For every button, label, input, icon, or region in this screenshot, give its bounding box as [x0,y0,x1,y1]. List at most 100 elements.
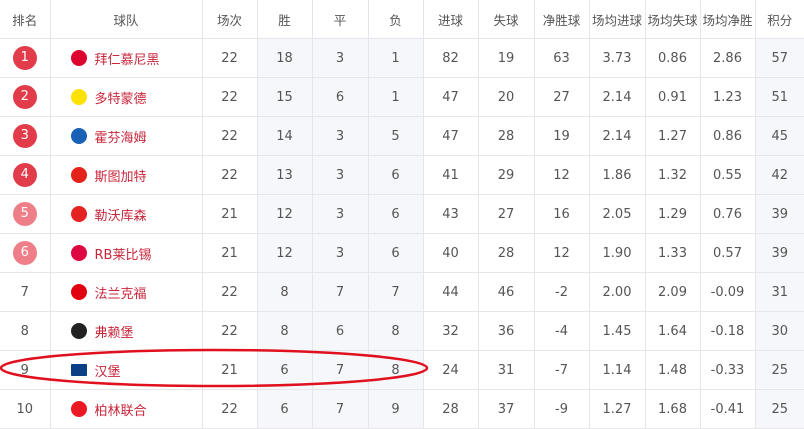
played-cell: 22 [201,77,258,117]
rank-cell: 2 [0,77,51,117]
header-drawn[interactable]: 平 [311,0,369,39]
team-name[interactable]: 柏林联合 [94,403,147,419]
frankfurt-crest-icon [70,284,87,300]
table-row[interactable]: 6 RB莱比锡 21 12 3 6 40 28 12 1.90 1.33 0.57 39 [0,233,804,273]
drawn-cell: 6 [311,311,369,351]
rank-cell: 6 [0,233,51,273]
rank-badge: 3 [12,124,37,148]
points-cell: 31 [754,272,804,312]
table-body: 1 拜仁慕尼黑 22 18 3 1 82 19 63 3.73 0.86 2.86 57 2 多特蒙德 22 1… [0,38,804,429]
team-cell[interactable]: 柏林联合 [49,389,203,429]
team-link[interactable]: 霍芬海姆 [51,127,201,146]
header-goals-against[interactable]: 失球 [477,0,535,39]
lost-cell: 8 [367,311,424,351]
drawn-cell: 3 [311,155,369,195]
header-points[interactable]: 积分 [754,0,804,39]
header-goals-for[interactable]: 进球 [422,0,479,39]
team-link[interactable]: 法兰克福 [51,283,201,302]
avg-goals-against-cell: 0.91 [644,77,701,117]
header-played[interactable]: 场次 [201,0,258,39]
avg-goal-diff-cell: 0.86 [699,116,756,156]
header-goal-diff[interactable]: 净胜球 [533,0,590,39]
team-link[interactable]: 汉堡 [51,361,201,380]
header-avg-goal-diff[interactable]: 场均净胜 [699,0,756,39]
team-cell[interactable]: 拜仁慕尼黑 [49,38,203,78]
team-link[interactable]: 多特蒙德 [51,88,201,107]
goals-for-cell: 44 [422,272,479,312]
team-cell[interactable]: 多特蒙德 [49,77,203,117]
lost-cell: 1 [367,77,424,117]
avg-goals-for-cell: 1.90 [588,233,646,273]
drawn-cell: 3 [311,116,369,156]
played-cell: 22 [201,155,258,195]
team-link[interactable]: 弗赖堡 [51,322,201,341]
header-lost[interactable]: 负 [367,0,424,39]
table-row[interactable]: 9 汉堡 21 6 7 8 24 31 -7 1.14 1.48 -0.33 25 [0,350,804,390]
goal-diff-cell: 12 [533,155,590,195]
drawn-cell: 3 [311,233,369,273]
rank-badge: 5 [12,202,37,226]
goal-diff-cell: -2 [533,272,590,312]
goals-against-cell: 37 [477,389,535,429]
team-cell[interactable]: 弗赖堡 [49,311,203,351]
avg-goal-diff-cell: 2.86 [699,38,756,78]
rank-badge: 2 [12,85,37,109]
team-name[interactable]: 拜仁慕尼黑 [94,52,160,68]
team-name[interactable]: 勒沃库森 [94,208,147,224]
points-cell: 25 [754,350,804,390]
team-cell[interactable]: 霍芬海姆 [49,116,203,156]
won-cell: 15 [256,77,313,117]
team-cell[interactable]: 法兰克福 [49,272,203,312]
team-name[interactable]: 多特蒙德 [94,91,147,107]
header-avg-goals-against[interactable]: 场均失球 [644,0,701,39]
drawn-cell: 3 [311,38,369,78]
goal-diff-cell: 12 [533,233,590,273]
team-name[interactable]: 斯图加特 [94,169,147,185]
header-avg-goals-for[interactable]: 场均进球 [588,0,646,39]
lost-cell: 6 [367,155,424,195]
avg-goal-diff-cell: 0.55 [699,155,756,195]
avg-goal-diff-cell: -0.18 [699,311,756,351]
won-cell: 12 [256,194,313,234]
table-row[interactable]: 1 拜仁慕尼黑 22 18 3 1 82 19 63 3.73 0.86 2.86 57 [0,38,804,78]
avg-goals-against-cell: 0.86 [644,38,701,78]
team-cell[interactable]: RB莱比锡 [49,233,203,273]
team-cell[interactable]: 勒沃库森 [49,194,203,234]
team-name[interactable]: 弗赖堡 [94,325,134,341]
table-row[interactable]: 4 斯图加特 22 13 3 6 41 29 12 1.86 1.32 0.55 42 [0,155,804,195]
avg-goal-diff-cell: 0.76 [699,194,756,234]
table-row[interactable]: 7 法兰克福 22 8 7 7 44 46 -2 2.00 2.09 -0.09 31 [0,272,804,312]
leipzig-crest-icon [70,245,87,261]
lost-cell: 5 [367,116,424,156]
table-row[interactable]: 5 勒沃库森 21 12 3 6 43 27 16 2.05 1.29 0.76 39 [0,194,804,234]
team-link[interactable]: 柏林联合 [51,400,201,419]
avg-goals-against-cell: 1.64 [644,311,701,351]
rank-cell: 5 [0,194,51,234]
goals-against-cell: 20 [477,77,535,117]
avg-goal-diff-cell: -0.41 [699,389,756,429]
rank-cell: 4 [0,155,51,195]
team-name[interactable]: 汉堡 [94,364,121,380]
team-name[interactable]: 法兰克福 [94,286,147,302]
played-cell: 22 [201,272,258,312]
rank-cell: 1 [0,38,51,78]
team-link[interactable]: RB莱比锡 [51,244,201,263]
header-won[interactable]: 胜 [256,0,313,39]
table-row[interactable]: 2 多特蒙德 22 15 6 1 47 20 27 2.14 0.91 1.23 51 [0,77,804,117]
team-link[interactable]: 斯图加特 [51,166,201,185]
header-rank[interactable]: 排名 [0,0,51,39]
team-name[interactable]: 霍芬海姆 [94,130,147,146]
won-cell: 12 [256,233,313,273]
table-row[interactable]: 3 霍芬海姆 22 14 3 5 47 28 19 2.14 1.27 0.86 45 [0,116,804,156]
table-row[interactable]: 8 弗赖堡 22 8 6 8 32 36 -4 1.45 1.64 -0.18 30 [0,311,804,351]
header-team[interactable]: 球队 [49,0,203,39]
drawn-cell: 7 [311,272,369,312]
rank-text: 7 [20,284,29,300]
team-cell[interactable]: 汉堡 [49,350,203,390]
team-name[interactable]: RB莱比锡 [94,247,152,263]
team-link[interactable]: 拜仁慕尼黑 [51,49,201,68]
team-link[interactable]: 勒沃库森 [51,205,201,224]
won-cell: 6 [256,350,313,390]
team-cell[interactable]: 斯图加特 [49,155,203,195]
table-row[interactable]: 10 柏林联合 22 6 7 9 28 37 -9 1.27 1.68 -0.41 25 [0,389,804,429]
